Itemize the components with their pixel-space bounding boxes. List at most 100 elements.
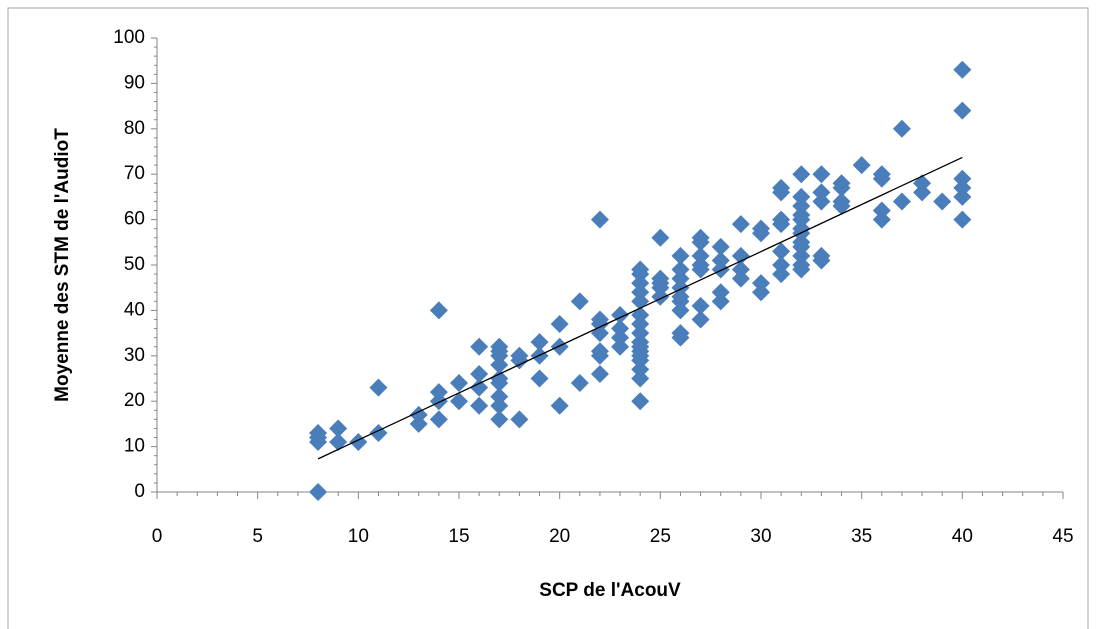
point	[953, 101, 972, 120]
point	[590, 310, 609, 329]
point	[309, 423, 328, 442]
point	[792, 196, 811, 215]
point	[490, 410, 509, 429]
point	[752, 274, 770, 293]
point	[671, 301, 690, 320]
point	[731, 246, 750, 265]
point	[691, 228, 710, 247]
y-tick-label: 70	[124, 163, 145, 184]
point	[933, 192, 952, 211]
point	[752, 219, 770, 238]
point	[731, 269, 750, 288]
point	[953, 169, 972, 188]
point	[671, 269, 690, 288]
point	[470, 364, 489, 383]
point	[671, 324, 690, 343]
point	[590, 210, 609, 229]
y-tick-label: 80	[124, 118, 145, 139]
x-tick-label: 45	[1052, 526, 1073, 547]
point	[631, 333, 650, 352]
point	[570, 292, 589, 311]
point	[611, 319, 630, 338]
point	[671, 287, 690, 306]
point	[570, 374, 589, 393]
point	[731, 215, 750, 234]
point	[631, 324, 650, 343]
x-tick-label: 40	[952, 526, 973, 547]
point	[953, 187, 972, 206]
point	[550, 396, 569, 415]
point	[611, 337, 630, 356]
point	[792, 233, 811, 252]
x-axis-title: SCP de l'AcouV	[539, 580, 681, 601]
point	[892, 192, 911, 211]
point	[631, 274, 650, 293]
point	[812, 183, 831, 202]
point	[792, 246, 811, 265]
point	[550, 337, 569, 356]
y-axis-title: Moyenne des STM de l'AudioT	[52, 128, 73, 402]
point	[530, 333, 549, 352]
point	[953, 210, 972, 229]
point	[691, 296, 710, 315]
point	[832, 174, 851, 193]
y-tick-label: 100	[113, 27, 145, 48]
y-tick-label: 20	[124, 390, 145, 411]
point	[711, 237, 730, 256]
x-tick-label: 20	[549, 526, 570, 547]
y-tick-label: 60	[124, 209, 145, 230]
point	[631, 369, 650, 388]
point	[490, 369, 509, 388]
x-tick-label: 25	[650, 526, 671, 547]
point	[470, 396, 489, 415]
point	[812, 246, 831, 265]
point	[711, 283, 730, 302]
point	[490, 337, 509, 356]
y-tick-label: 10	[124, 436, 145, 457]
point	[691, 256, 710, 274]
x-tick-label: 0	[152, 526, 163, 547]
point	[671, 246, 690, 265]
point	[772, 265, 791, 284]
x-tick-label: 15	[448, 526, 469, 547]
point	[490, 355, 509, 374]
point	[711, 292, 730, 311]
point	[631, 392, 650, 411]
point	[490, 396, 509, 415]
point	[450, 374, 468, 393]
y-tick-label: 30	[124, 345, 145, 366]
point	[671, 260, 690, 279]
point	[631, 260, 650, 279]
point	[590, 364, 609, 383]
chart-border	[7, 7, 1089, 629]
x-tick-label: 35	[851, 526, 872, 547]
point	[490, 387, 509, 406]
point	[772, 210, 791, 229]
point	[470, 378, 489, 397]
point	[792, 165, 811, 184]
point	[590, 342, 609, 361]
point	[772, 256, 791, 274]
point	[409, 414, 428, 433]
point	[429, 301, 448, 320]
point	[772, 242, 791, 261]
point	[892, 119, 911, 138]
point	[731, 260, 750, 279]
point	[429, 410, 448, 429]
point	[872, 210, 891, 229]
point	[329, 433, 348, 452]
y-tick-label: 90	[124, 72, 145, 93]
x-tick-label: 10	[348, 526, 369, 547]
point	[852, 156, 871, 175]
point	[872, 165, 891, 184]
point	[450, 392, 468, 411]
point	[611, 328, 630, 347]
point	[369, 378, 388, 397]
point	[631, 315, 650, 334]
point	[651, 228, 670, 247]
point	[772, 178, 791, 197]
point	[631, 360, 650, 379]
point	[651, 269, 670, 288]
point	[953, 60, 972, 79]
